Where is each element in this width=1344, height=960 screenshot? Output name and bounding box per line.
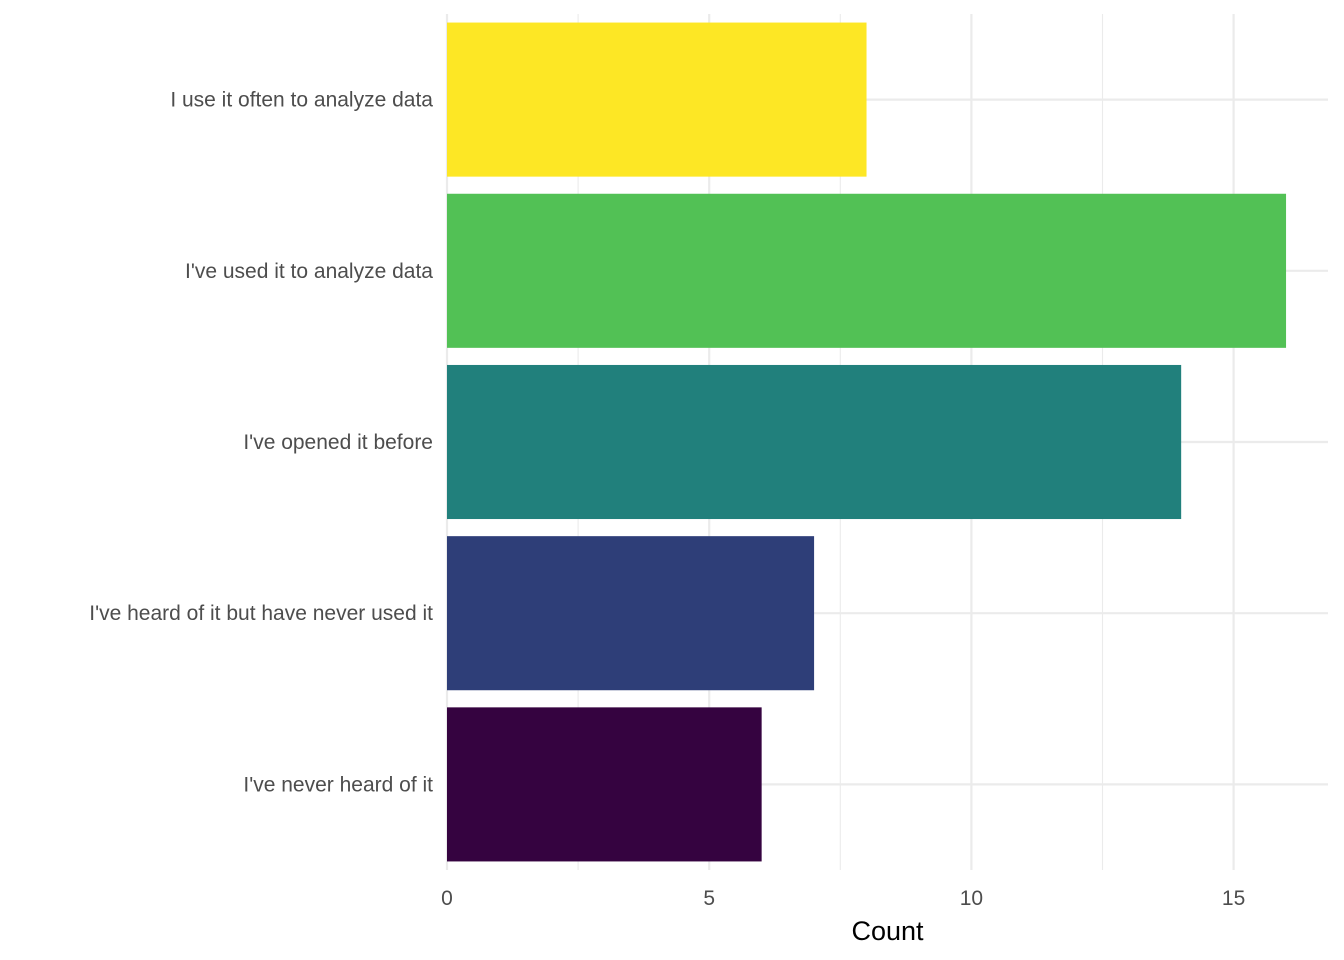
x-tick-label: 10 [960,887,983,910]
x-tick-label: 5 [703,887,715,910]
y-tick-label: I've never heard of it [243,773,433,796]
y-tick-label: I've opened it before [243,431,433,454]
y-tick-labels: I use it often to analyze data I've used … [89,89,433,797]
bar-2 [447,193,1287,348]
x-tick-label: 0 [441,887,453,910]
y-tick-label: I've heard of it but have never used it [89,602,433,625]
x-tick-labels: 0 5 10 15 [441,887,1245,910]
bars-layer [447,22,1287,862]
bar-3 [447,364,1182,520]
y-tick-label: I use it often to analyze data [170,89,433,112]
x-tick-label: 15 [1222,887,1245,910]
bar-1 [447,22,867,177]
y-tick-label: I've used it to analyze data [185,260,433,283]
bar-4 [447,536,815,691]
x-axis-title: Count [851,916,924,946]
bar-5 [447,707,762,862]
